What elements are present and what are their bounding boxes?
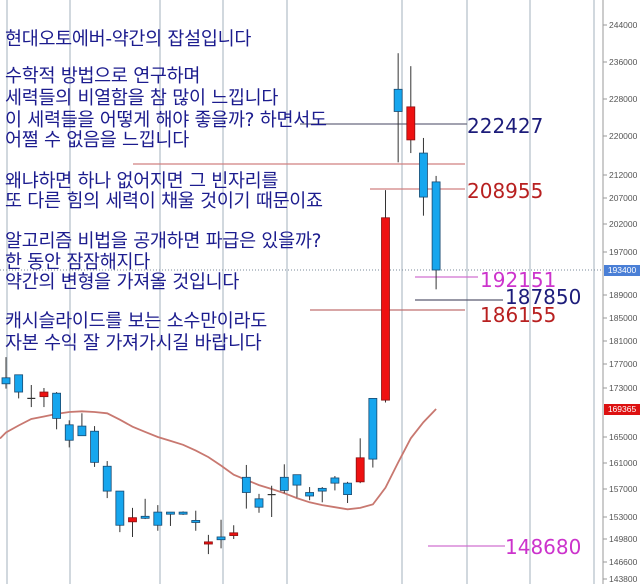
y-tick-label: 157000 (609, 484, 638, 494)
ma-value-tag: 169365 (604, 403, 640, 415)
candle-down (368, 397, 378, 460)
candle-up (381, 217, 390, 401)
level-label-187850: 187850 (505, 285, 582, 309)
note-line: 수학적 방법으로 연구하며 (5, 66, 201, 87)
note-line: 한 동안 잠잠해지다 (5, 252, 150, 273)
y-tick-label: 181000 (609, 336, 638, 346)
candle-down (254, 498, 264, 508)
candle-down (77, 425, 87, 437)
note-title: 현대오토에버-약간의 잡설입니다 (5, 29, 252, 50)
note-line: 세력들의 비열함을 참 많이 느낍니다 (5, 88, 279, 109)
candle-up (355, 457, 365, 483)
note-line: 이 세력들을 어떻게 해야 좋을까? 하면서도 (5, 110, 327, 131)
y-tick-label: 244000 (609, 20, 638, 30)
moving-average-line (0, 408, 437, 511)
note-line: 알고리즘 비법을 공개하면 파급은 있을까? (5, 231, 322, 252)
y-tick-label: 202000 (609, 219, 638, 229)
candle-down (419, 152, 428, 198)
candle-down (305, 492, 315, 497)
candle-down (393, 88, 403, 112)
note-line: 자본 수익 잘 가져가시길 바랍니다 (5, 333, 262, 354)
candle-down (191, 520, 201, 523)
candle-down (431, 181, 441, 271)
level-label-148680: 148680 (505, 535, 582, 559)
candle-down (241, 476, 251, 493)
candle-down (166, 511, 175, 515)
candle-up (229, 532, 239, 536)
y-tick-label: 153000 (609, 512, 638, 522)
y-tick-label: 228000 (609, 94, 638, 104)
level-label-192151: 192151 (480, 268, 557, 292)
candle-down (178, 511, 188, 515)
candle-down (153, 511, 163, 526)
y-tick-label: 236000 (609, 57, 638, 67)
candle-down (279, 476, 289, 491)
y-tick-label: 207000 (609, 193, 638, 203)
candle-down (14, 374, 24, 393)
note-line: 약간의 변형을 가져올 것입니다 (5, 272, 240, 293)
y-tick-label: 185000 (609, 313, 638, 323)
candle-down (52, 392, 61, 419)
y-tick-label: 177000 (609, 359, 638, 369)
candle-down (343, 482, 352, 495)
y-tick-label: 165000 (609, 432, 638, 442)
candle-down (140, 515, 150, 519)
candle-down (330, 477, 340, 484)
candle-down (1, 377, 11, 385)
candle-down (102, 465, 112, 492)
y-tick-label: 149800 (609, 534, 638, 544)
y-tick-label: 143800 (609, 574, 638, 584)
candle-up (406, 106, 416, 141)
y-tick-label: 220000 (609, 131, 638, 141)
candle-down (292, 474, 302, 486)
y-tick-label: 146600 (609, 557, 638, 567)
level-label-186155: 186155 (480, 303, 557, 327)
y-tick-label: 212000 (609, 170, 638, 180)
candle-up (203, 541, 213, 545)
y-tick-label: 197000 (609, 247, 638, 257)
candle-up (128, 517, 137, 523)
note-line: 또 다른 힘의 세력이 채울 것이기 때문이죠 (5, 191, 323, 212)
candle-down (64, 424, 74, 441)
level-label-208955: 208955 (467, 179, 544, 203)
y-tick-label: 189000 (609, 290, 638, 300)
note-line: 캐시슬라이드를 보는 소수만이라도 (5, 311, 267, 332)
current-price-tag: 193400 (604, 264, 640, 276)
candle-down (317, 487, 327, 492)
candle-down (216, 536, 226, 541)
level-label-222427: 222427 (467, 114, 544, 138)
note-line: 왜냐하면 하나 없어지면 그 빈자리를 (5, 171, 279, 192)
y-tick-label: 173000 (609, 383, 638, 393)
candle-up (39, 391, 49, 398)
note-line: 어쩔 수 없음을 느낍니다 (5, 130, 189, 151)
candle-down (90, 430, 99, 463)
candle-down (115, 490, 125, 526)
y-tick-label: 161000 (609, 458, 638, 468)
